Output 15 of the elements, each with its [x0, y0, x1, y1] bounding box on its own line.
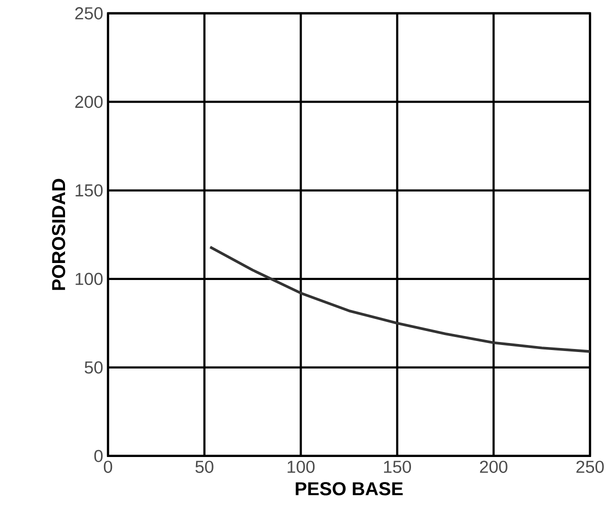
x-tick-label: 100 — [288, 460, 315, 473]
y-tick-label: 100 — [76, 272, 103, 286]
x-tick-label: 200 — [480, 460, 508, 473]
x-tick-label: 50 — [195, 460, 214, 473]
y-tick-label: 0 — [94, 450, 103, 462]
y-axis-title: POROSIDAD — [52, 178, 66, 290]
line-series — [208, 246, 590, 353]
y-tick-label: 150 — [76, 184, 103, 197]
x-tick-label: 150 — [384, 460, 411, 473]
y-tick-label: 250 — [75, 7, 103, 20]
y-tick-label: 200 — [75, 96, 103, 108]
y-tick-label: 50 — [84, 361, 103, 374]
x-tick-label: 0 — [104, 460, 112, 473]
x-axis-title: PESO BASE — [296, 482, 403, 496]
x-tick-label: 250 — [576, 460, 604, 473]
